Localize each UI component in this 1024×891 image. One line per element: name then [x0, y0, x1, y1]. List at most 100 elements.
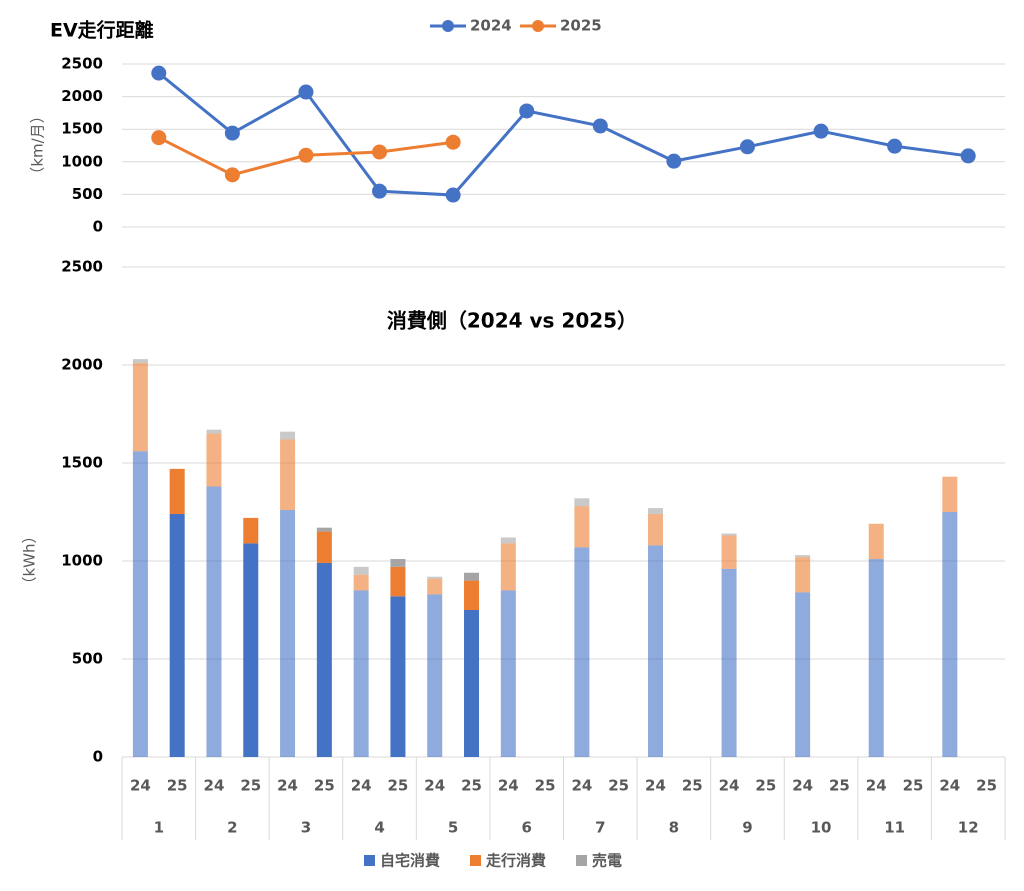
point: [813, 123, 829, 139]
bar-segment: [206, 429, 222, 434]
y-tick-label: 1000: [61, 552, 103, 570]
y-tick-label: 2000: [61, 87, 103, 105]
x-tick-label: 24: [792, 777, 813, 795]
x-tick-label: 24: [866, 777, 887, 795]
point: [151, 65, 167, 81]
bar-segment: [427, 576, 443, 579]
bar-segment: [647, 508, 663, 514]
legend-label: 2025: [560, 17, 602, 35]
chart-title: 消費側（2024 vs 2025）: [387, 309, 637, 333]
bar-segment: [574, 547, 590, 757]
point: [739, 139, 755, 155]
bar-segment: [243, 543, 259, 757]
bar-segment: [500, 543, 516, 591]
x-tick-label: 24: [130, 777, 151, 795]
x-tick-label: 24: [204, 777, 225, 795]
y-tick-label: 500: [72, 185, 103, 203]
bar-segment: [795, 557, 811, 593]
x-tick-label: 25: [903, 777, 924, 795]
point: [372, 183, 388, 199]
x-tick-label: 25: [167, 777, 188, 795]
y-tick-label: 500: [72, 650, 103, 668]
x-tick-label: 25: [829, 777, 850, 795]
x-tick-label: 25: [976, 777, 997, 795]
bar-segment: [795, 555, 811, 558]
bar-segment: [353, 566, 369, 575]
bar-segment: [169, 513, 185, 757]
bar-segment: [280, 431, 296, 440]
group-label: 12: [958, 819, 979, 837]
group-label: 10: [811, 819, 832, 837]
x-tick-label: 24: [277, 777, 298, 795]
x-tick-label: 25: [755, 777, 776, 795]
x-tick-label: 25: [682, 777, 703, 795]
x-tick-label: 25: [240, 777, 261, 795]
point: [592, 118, 608, 134]
bar-segment: [353, 574, 369, 591]
y-tick-label: 1000: [61, 152, 103, 170]
y-tick-label: 0: [93, 748, 103, 766]
y-tick-label: 2500: [61, 55, 103, 73]
bar-segment: [132, 451, 148, 757]
bar-segment: [280, 510, 296, 757]
x-tick-label: 24: [719, 777, 740, 795]
bar-segment: [868, 559, 884, 757]
x-tick-label: 25: [461, 777, 482, 795]
point: [298, 147, 314, 163]
bar-segment: [942, 512, 958, 757]
group-label: 9: [742, 819, 752, 837]
annotation: 2500: [61, 258, 103, 276]
bar-segment: [390, 596, 406, 757]
point: [666, 153, 682, 169]
point: [151, 130, 167, 146]
legend-marker: [532, 20, 544, 32]
point: [960, 148, 976, 164]
group-label: 4: [374, 819, 384, 837]
x-tick-label: 24: [498, 777, 519, 795]
legend-swatch: [576, 855, 587, 866]
bar-segment: [206, 433, 222, 487]
bar-segment: [464, 580, 480, 610]
bar-segment: [169, 468, 185, 514]
point: [445, 187, 461, 203]
legend-label: 2024: [470, 17, 512, 35]
bar-segment: [868, 523, 884, 560]
y-axis-label: （km/月）: [29, 108, 47, 181]
y-tick-label: 1500: [61, 454, 103, 472]
bar-segment: [390, 559, 406, 567]
legend-marker: [442, 20, 454, 32]
bar-segment: [721, 533, 737, 536]
bar-segment: [427, 578, 443, 595]
bar-segment: [464, 610, 480, 757]
group-label: 6: [521, 819, 531, 837]
legend-label: 自宅消費: [380, 852, 440, 870]
bar-segment: [647, 513, 663, 546]
bar-segment: [942, 476, 958, 512]
bar-segment: [353, 590, 369, 757]
x-tick-label: 25: [388, 777, 409, 795]
bar-segment: [795, 592, 811, 757]
bar-segment: [280, 439, 296, 511]
bar-segment: [243, 517, 259, 544]
x-tick-label: 25: [535, 777, 556, 795]
x-tick-label: 24: [645, 777, 666, 795]
x-tick-label: 24: [351, 777, 372, 795]
y-tick-label: 1500: [61, 120, 103, 138]
group-label: 3: [301, 819, 311, 837]
group-label: 5: [448, 819, 458, 837]
bar-segment: [427, 594, 443, 757]
chart-title: EV走行距離: [50, 19, 154, 42]
point: [372, 144, 388, 160]
legend-swatch: [364, 855, 375, 866]
group-label: 2: [227, 819, 237, 837]
point: [445, 134, 461, 150]
bar-segment: [316, 531, 332, 563]
series-line: [157, 71, 969, 197]
y-tick-label: 0: [93, 218, 103, 236]
bar-segment: [721, 568, 737, 757]
bar-segment: [647, 545, 663, 757]
bar-segment: [500, 590, 516, 757]
bar-segment: [316, 527, 332, 532]
legend-swatch: [470, 855, 481, 866]
